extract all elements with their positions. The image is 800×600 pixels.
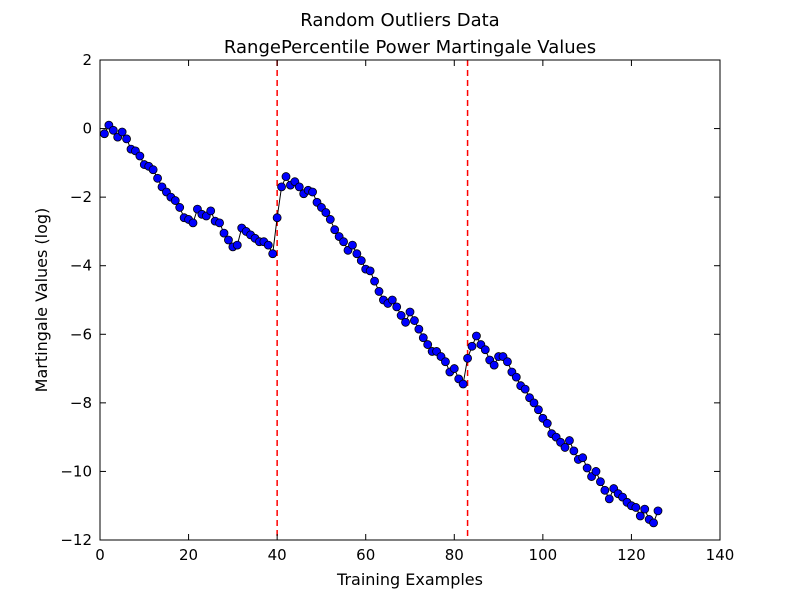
data-point bbox=[215, 218, 224, 228]
y-tick-label: 0 bbox=[82, 120, 92, 138]
data-point bbox=[272, 213, 282, 223]
data-point bbox=[534, 405, 543, 415]
data-point bbox=[653, 506, 663, 516]
data-point bbox=[374, 287, 384, 296]
data-point bbox=[649, 518, 658, 528]
data-point bbox=[489, 360, 499, 370]
data-point bbox=[463, 353, 472, 363]
y-tick-label: −2 bbox=[70, 188, 92, 206]
data-point bbox=[348, 240, 357, 250]
data-point bbox=[604, 494, 614, 504]
data-point bbox=[392, 302, 402, 312]
data-point bbox=[511, 372, 521, 382]
data-point bbox=[472, 331, 481, 341]
data-point bbox=[281, 172, 291, 181]
data-point bbox=[387, 295, 397, 305]
data-point bbox=[294, 182, 304, 192]
x-tick-label: 80 bbox=[445, 546, 464, 564]
data-point bbox=[268, 249, 278, 259]
data-point bbox=[591, 467, 601, 476]
data-point bbox=[569, 446, 579, 456]
x-tick-label: 20 bbox=[179, 546, 198, 564]
y-tick-label: −6 bbox=[70, 325, 92, 343]
data-point bbox=[365, 266, 375, 276]
data-point bbox=[135, 151, 145, 161]
data-point bbox=[596, 477, 605, 487]
data-point bbox=[308, 187, 317, 197]
data-point bbox=[175, 203, 185, 212]
plot-frame bbox=[99, 59, 721, 541]
x-tick-label: 100 bbox=[529, 546, 558, 564]
data-point bbox=[635, 511, 645, 521]
chart-title-line1: Random Outliers Data bbox=[300, 10, 499, 31]
y-tick-label: −4 bbox=[70, 257, 92, 275]
data-point bbox=[325, 215, 335, 224]
data-point bbox=[467, 341, 477, 351]
data-point bbox=[352, 249, 362, 259]
data-point bbox=[414, 324, 424, 334]
data-point bbox=[418, 333, 428, 343]
data-point bbox=[117, 127, 127, 137]
data-point bbox=[148, 165, 158, 175]
data-point bbox=[631, 503, 641, 512]
data-point bbox=[339, 237, 348, 247]
data-point bbox=[542, 419, 552, 428]
data-point bbox=[396, 311, 406, 320]
data-point bbox=[503, 357, 512, 367]
data-point bbox=[100, 129, 109, 139]
data-point bbox=[640, 504, 650, 514]
data-point bbox=[441, 357, 450, 367]
x-tick-label: 40 bbox=[268, 546, 287, 564]
data-point bbox=[520, 384, 530, 394]
data-point bbox=[565, 436, 574, 445]
data-point bbox=[330, 225, 340, 235]
chart-title-line2: RangePercentile Power Martingale Values bbox=[224, 37, 596, 58]
data-point bbox=[108, 125, 118, 135]
x-axis-label: Training Examples bbox=[336, 570, 483, 589]
x-tick-label: 120 bbox=[617, 546, 646, 564]
data-point bbox=[277, 182, 286, 192]
data-point bbox=[410, 316, 419, 325]
data-point bbox=[232, 240, 242, 250]
y-tick-label: −10 bbox=[60, 462, 92, 480]
y-tick-label: −12 bbox=[60, 531, 92, 549]
data-point bbox=[423, 340, 433, 349]
data-point bbox=[582, 463, 592, 473]
data-point bbox=[321, 208, 331, 217]
data-point bbox=[206, 206, 216, 216]
data-point bbox=[578, 453, 588, 463]
data-point bbox=[560, 443, 570, 452]
y-tick-label: 2 bbox=[82, 51, 92, 69]
data-point bbox=[170, 196, 180, 205]
data-point bbox=[224, 235, 233, 245]
data-point bbox=[600, 485, 610, 495]
data-point bbox=[449, 364, 459, 373]
data-point bbox=[529, 398, 539, 408]
data-point bbox=[356, 256, 366, 265]
data-point bbox=[122, 134, 131, 144]
data-point bbox=[263, 240, 273, 250]
data-point bbox=[405, 307, 415, 317]
data-point bbox=[219, 228, 229, 238]
y-tick-label: −8 bbox=[70, 394, 92, 412]
x-tick-label: 140 bbox=[706, 546, 735, 564]
data-point bbox=[153, 173, 162, 183]
data-point bbox=[370, 276, 379, 286]
data-point bbox=[188, 218, 198, 228]
series-line bbox=[103, 124, 659, 524]
data-point bbox=[401, 317, 410, 327]
data-point bbox=[458, 379, 468, 389]
x-tick-label: 0 bbox=[95, 546, 105, 564]
data-point bbox=[480, 345, 490, 355]
y-axis-label: Martingale Values (log) bbox=[32, 208, 51, 393]
x-tick-label: 60 bbox=[356, 546, 375, 564]
data-points bbox=[100, 120, 663, 528]
